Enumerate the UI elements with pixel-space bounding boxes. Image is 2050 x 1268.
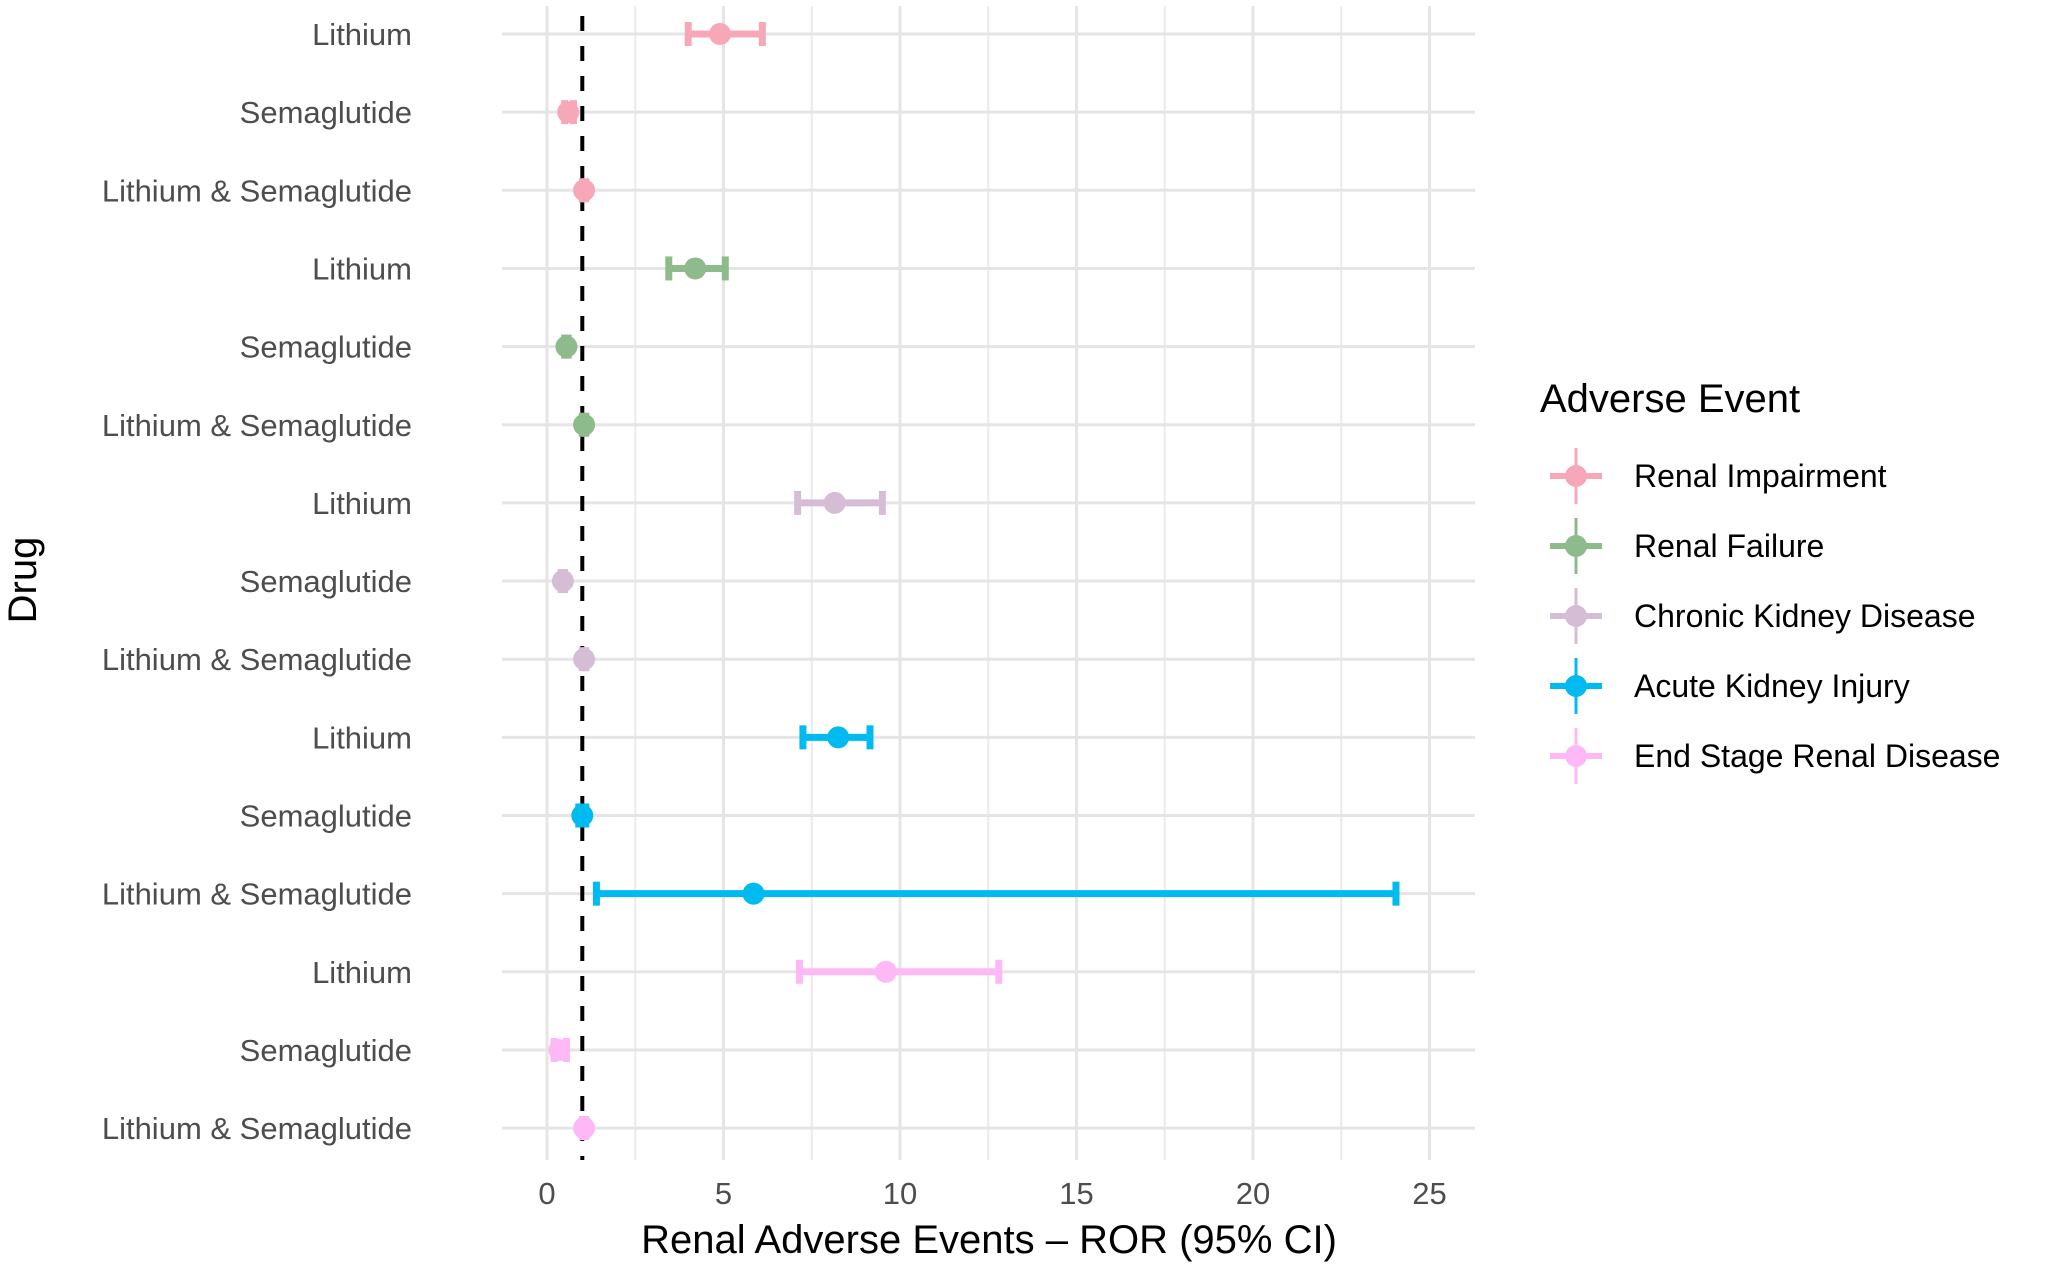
legend-label: Renal Failure: [1634, 528, 1824, 564]
x-axis-title: Renal Adverse Events – ROR (95% CI): [641, 1218, 1337, 1262]
legend-item: End Stage Renal Disease: [1550, 728, 2000, 784]
forest-row-mark: [794, 490, 886, 515]
point-estimate: [874, 960, 897, 983]
point-estimate: [555, 335, 578, 358]
legend-label: Renal Impairment: [1634, 458, 1887, 494]
y-tick-label: Semaglutide: [240, 330, 412, 365]
x-tick-label: 10: [883, 1176, 917, 1211]
point-estimate: [827, 726, 850, 749]
y-tick-label: Lithium & Semaglutide: [102, 408, 412, 443]
point-estimate: [684, 257, 707, 280]
legend-key-point: [1565, 675, 1587, 697]
y-tick-label: Lithium: [312, 251, 412, 286]
y-tick-label: Lithium: [312, 17, 412, 52]
forest-row-mark: [551, 569, 574, 594]
y-tick-label: Lithium & Semaglutide: [102, 173, 412, 208]
forest-row-mark: [573, 1116, 596, 1141]
y-tick-label: Lithium & Semaglutide: [102, 877, 412, 912]
y-tick-label: Semaglutide: [240, 564, 412, 599]
y-tick-label: Lithium: [312, 486, 412, 521]
legend-label: End Stage Renal Disease: [1634, 738, 2000, 774]
x-tick-label: 0: [538, 1176, 555, 1211]
forest-row-mark: [684, 22, 766, 46]
y-tick-label: Lithium & Semaglutide: [102, 642, 412, 677]
y-tick-label: Lithium: [312, 955, 412, 990]
point-estimate: [557, 101, 580, 124]
y-tick-label: Lithium: [312, 720, 412, 755]
legend-item: Renal Failure: [1550, 518, 1824, 574]
x-tick-label: 5: [715, 1176, 732, 1211]
forest-row-mark: [799, 725, 874, 750]
legend-key-point: [1565, 605, 1587, 627]
forest-row-mark: [557, 100, 580, 125]
legend-item: Renal Impairment: [1550, 448, 1887, 504]
forest-row-mark: [555, 334, 578, 359]
forest-row-mark: [573, 412, 596, 437]
forest-row-mark: [573, 178, 596, 203]
x-tick-label: 15: [1059, 1176, 1093, 1211]
grid-lines: [502, 6, 1475, 1160]
point-estimate: [573, 179, 596, 202]
y-axis-title: Drug: [1, 537, 45, 624]
x-tick-labels: 0 5 10 15 20 25: [538, 1176, 1446, 1211]
data-marks: [548, 22, 1400, 1141]
x-tick-label: 25: [1412, 1176, 1446, 1211]
legend-label: Chronic Kidney Disease: [1634, 598, 1976, 634]
point-estimate: [573, 648, 596, 671]
y-tick-label: Semaglutide: [240, 95, 412, 130]
y-tick-labels: Lithium Semaglutide Lithium & Semaglutide L…: [102, 17, 412, 1146]
y-tick-label: Semaglutide: [240, 1033, 412, 1068]
forest-row-mark: [665, 256, 729, 281]
x-tick-label: 20: [1236, 1176, 1270, 1211]
legend-key-point: [1565, 745, 1587, 767]
legend-label: Acute Kidney Injury: [1634, 668, 1910, 704]
forest-row-mark: [592, 881, 1400, 906]
point-estimate: [573, 413, 596, 436]
forest-row-mark: [548, 1037, 571, 1062]
point-estimate: [573, 1117, 596, 1140]
legend: Adverse Event Renal Impairment Renal Fail…: [1540, 377, 2000, 784]
legend-key-point: [1565, 465, 1587, 487]
forest-row-mark: [795, 959, 1003, 984]
point-estimate: [823, 491, 846, 514]
point-estimate: [742, 882, 765, 905]
legend-item: Acute Kidney Injury: [1550, 658, 1910, 714]
y-tick-label: Lithium & Semaglutide: [102, 1111, 412, 1146]
forest-row-mark: [573, 647, 596, 672]
y-tick-label: Semaglutide: [240, 799, 412, 834]
point-estimate: [708, 23, 731, 45]
legend-key-point: [1565, 535, 1587, 557]
legend-title: Adverse Event: [1540, 377, 1800, 421]
legend-item: Chronic Kidney Disease: [1550, 588, 1976, 644]
point-estimate: [571, 804, 594, 827]
forest-row-mark: [571, 803, 594, 828]
point-estimate: [548, 1038, 571, 1061]
point-estimate: [551, 570, 574, 593]
